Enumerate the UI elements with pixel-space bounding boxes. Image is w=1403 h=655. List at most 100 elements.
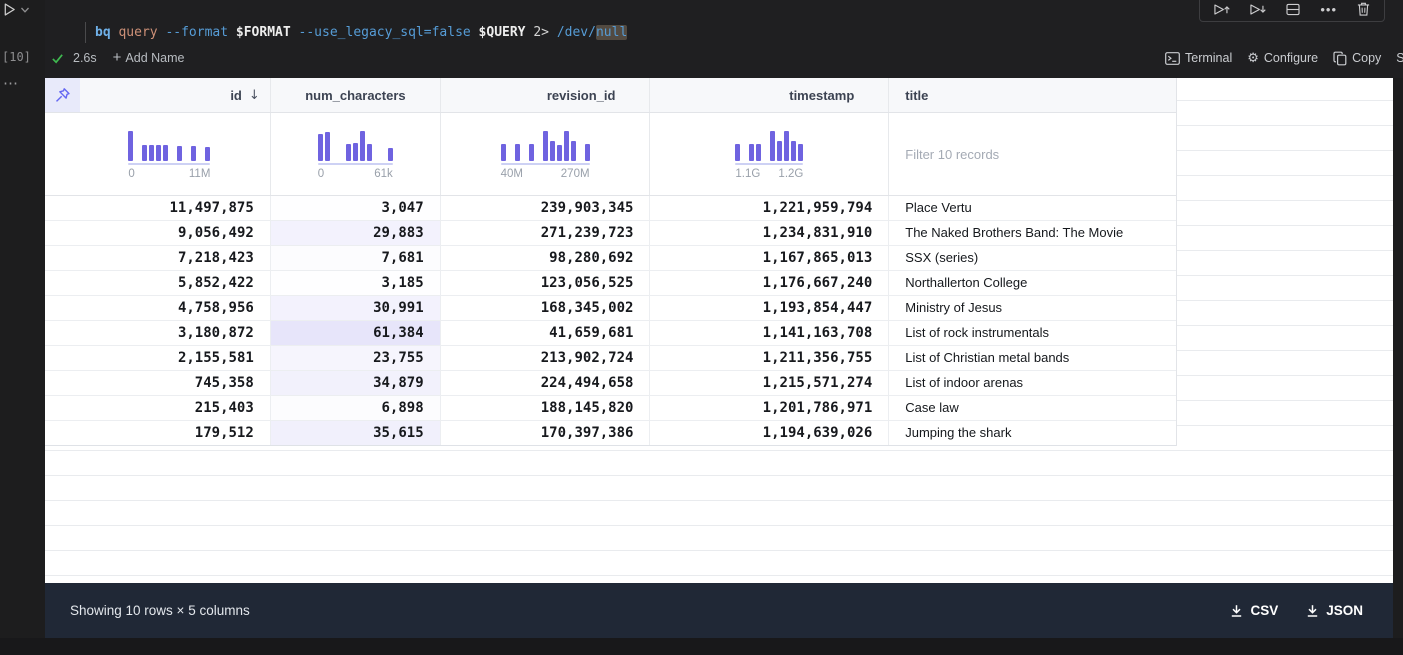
cell-id: 3,180,872 (45, 321, 271, 345)
gear-icon: ⚙ (1247, 50, 1259, 66)
column-header-num_characters[interactable]: num_characters (271, 78, 441, 112)
terminal-button[interactable]: Terminal (1165, 51, 1232, 65)
column-label: revision_id (546, 87, 616, 103)
cell-title: List of rock instrumentals (905, 325, 1050, 340)
histogram-max-label: 11M (188, 167, 211, 180)
cell-num_characters: 3,185 (271, 271, 441, 295)
copy-button[interactable]: Copy (1333, 51, 1381, 66)
download-json-button[interactable]: JSON (1306, 603, 1363, 618)
histogram-min-label: 0 (128, 167, 135, 180)
table-row: 7,218,423 7,681 98,280,692 1,167,865,013 SSX… (45, 246, 1176, 271)
table-row: 5,852,422 3,185 123,056,525 1,176,667,240 No… (45, 271, 1176, 296)
histogram-revision_id[interactable]: 40M 270M (441, 113, 651, 195)
execution-count: [10] (2, 50, 31, 64)
download-buttons: CSV JSON (1230, 603, 1363, 618)
cell-timestamp: 1,194,639,026 (650, 421, 890, 445)
table-row: 215,403 6,898 188,145,820 1,201,786,971 Case… (45, 396, 1176, 421)
column-label: title (905, 87, 929, 103)
histogram-bar (500, 143, 506, 161)
configure-button[interactable]: ⚙ Configure (1247, 50, 1319, 66)
column-header-revision_id[interactable]: revision_id (441, 78, 651, 112)
cell-revision_id: 168,345,002 (441, 296, 651, 320)
column-label: timestamp (789, 87, 855, 103)
cell-status-bar: 2.6s + Add Name (51, 46, 184, 70)
chevron-down-icon (21, 7, 29, 13)
cell-revision_id: 170,397,386 (441, 421, 651, 445)
histogram-min-label: 0 (317, 167, 325, 180)
plus-icon: + (112, 49, 122, 66)
histogram-bar (205, 146, 211, 161)
cell-title: SSX (series) (905, 250, 979, 265)
run-below-icon[interactable] (1249, 2, 1267, 17)
histogram-range-labels: 0 11M (128, 168, 210, 180)
code-token (291, 25, 299, 40)
cell-id: 5,852,422 (45, 271, 271, 295)
histogram-num_characters[interactable]: 0 61k (271, 113, 441, 195)
histogram-axis (317, 162, 393, 165)
add-name-button[interactable]: + Add Name (112, 49, 185, 66)
histogram-axis (128, 162, 211, 165)
run-above-icon[interactable] (1213, 2, 1231, 17)
histogram-bar (791, 140, 797, 161)
code-token: /dev/ (556, 25, 596, 40)
histogram-id[interactable]: 0 11M (45, 113, 271, 195)
cell-num_characters: 61,384 (270, 321, 441, 345)
result-table: id ↓ num_characters revision_id timestamp tit… (45, 78, 1177, 446)
cell-num_characters: 23,755 (270, 346, 441, 370)
toolbar-more-icon[interactable]: ••• (1320, 2, 1337, 17)
cell-num_characters: 35,615 (270, 421, 441, 445)
success-check-icon (52, 53, 63, 63)
table-histogram-row: 0 11M 0 61k 40M 270M 1.1G 1.2G (45, 113, 1176, 196)
code-token: bq (95, 25, 111, 40)
histogram-max-label: 61k (374, 167, 393, 180)
cell-num_characters: 30,991 (270, 296, 441, 320)
table-row: 2,155,581 23,755 213,902,724 1,211,356,755 L… (45, 346, 1176, 371)
cell-id: 9,056,492 (45, 221, 271, 245)
run-cell-button[interactable] (2, 2, 30, 17)
code-token: --format (165, 25, 229, 40)
code-token: --use_legacy_sql=false (298, 25, 471, 40)
cell-id: 215,403 (45, 396, 271, 420)
histogram-bar (584, 143, 590, 161)
code-token: query (118, 25, 158, 40)
table-row: 3,180,872 61,384 41,659,681 1,141,163,708 Li… (45, 321, 1176, 346)
histogram-bar (345, 143, 351, 161)
code-line[interactable]: bq query --format $FORMAT --use_legacy_s… (85, 22, 628, 43)
shell-script-button[interactable]: Shell Script (1396, 51, 1403, 65)
cell-revision_id: 213,902,724 (441, 346, 651, 370)
histogram-bar (770, 130, 776, 161)
histogram-bar (542, 130, 548, 161)
code-token: 2> (533, 25, 549, 40)
histogram-range-labels: 1.1G 1.2G (735, 168, 803, 180)
histogram-bar (777, 140, 783, 161)
delete-cell-icon[interactable] (1356, 1, 1371, 17)
column-label: id (230, 87, 242, 103)
cell-more-icon[interactable]: ⋯ (3, 75, 20, 92)
column-header-id[interactable]: id ↓ (80, 78, 271, 112)
code-token: null (595, 25, 628, 40)
cell-revision_id: 98,280,692 (441, 246, 651, 270)
row-count-summary: Showing 10 rows × 5 columns (70, 603, 250, 618)
histogram-bar (317, 133, 323, 161)
column-header-title[interactable]: title (889, 78, 1176, 112)
sort-desc-icon[interactable]: ↓ (248, 87, 260, 103)
split-cell-icon[interactable] (1285, 2, 1301, 17)
cell-num_characters: 6,898 (271, 396, 441, 420)
cell-num_characters: 29,883 (270, 221, 441, 245)
cell-num_characters: 34,879 (270, 371, 441, 395)
histogram-bar (149, 144, 155, 161)
cell-timestamp: 1,201,786,971 (650, 396, 890, 420)
pin-column-button[interactable] (45, 78, 80, 112)
code-token (549, 25, 557, 40)
cell-title: Place Vertu (905, 200, 972, 215)
histogram-range-labels: 0 61k (318, 168, 393, 180)
cell-gutter: [10] ⋯ (0, 0, 45, 638)
histogram-bar (142, 144, 148, 161)
histogram-timestamp[interactable]: 1.1G 1.2G (650, 113, 890, 195)
title-filter-input[interactable] (905, 146, 1136, 162)
column-header-timestamp[interactable]: timestamp (650, 78, 890, 112)
table-row: 9,056,492 29,883 271,239,723 1,234,831,910 T… (45, 221, 1176, 246)
histogram-axis (735, 162, 804, 165)
download-csv-button[interactable]: CSV (1230, 603, 1278, 618)
histogram-range-labels: 40M 270M (501, 168, 590, 180)
